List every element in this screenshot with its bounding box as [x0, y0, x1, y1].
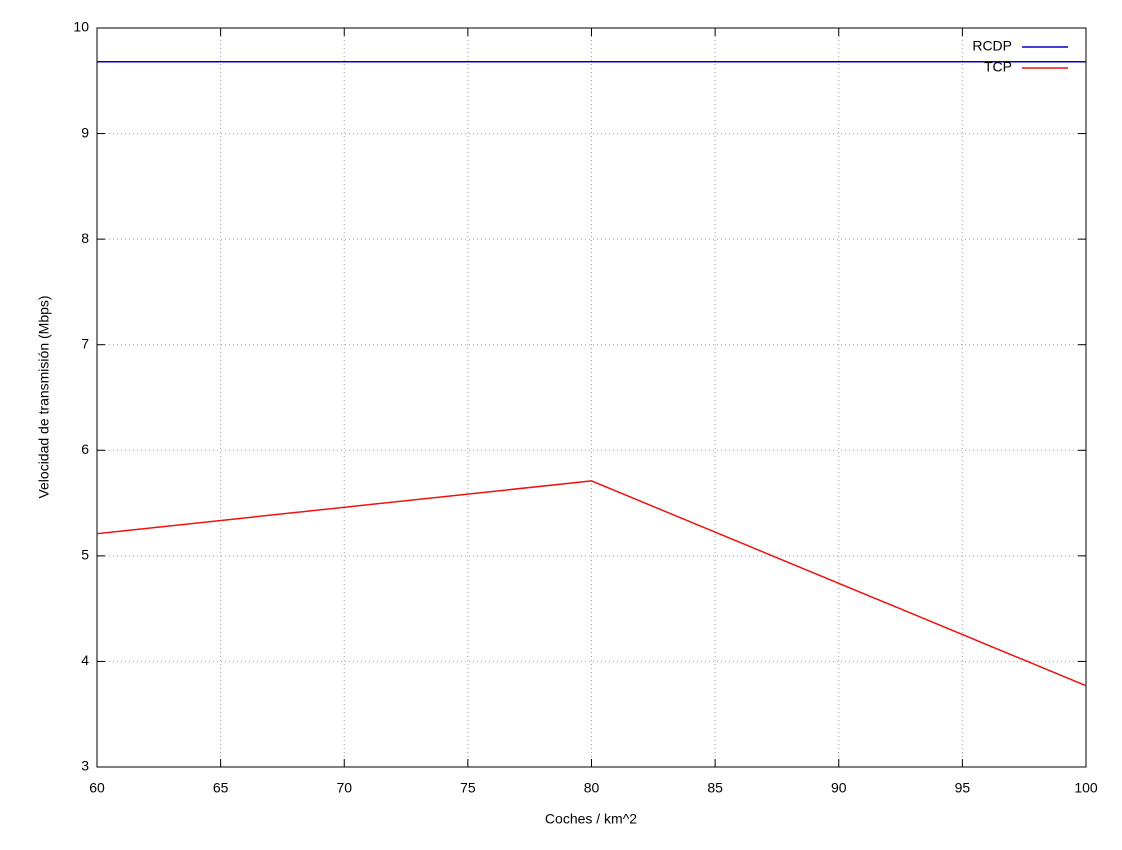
x-tick-label: 95	[955, 780, 971, 796]
y-tick-label: 3	[81, 758, 89, 774]
x-tick-label: 60	[89, 780, 105, 796]
x-tick-label: 90	[831, 780, 847, 796]
y-tick-label: 10	[73, 19, 89, 35]
legend-label: RCDP	[972, 38, 1012, 54]
y-tick-label: 6	[81, 441, 89, 457]
x-tick-label: 75	[460, 780, 476, 796]
x-tick-label: 70	[336, 780, 352, 796]
legend-label: TCP	[984, 59, 1012, 75]
y-tick-label: 8	[81, 230, 89, 246]
x-axis-label: Coches / km^2	[545, 811, 637, 827]
line	[96, 480, 1087, 687]
x-tick-label: 100	[1074, 780, 1098, 796]
y-axis-label: Velocidad de transmisión (Mbps)	[36, 295, 52, 498]
x-tick-label: 65	[213, 780, 229, 796]
y-tick-label: 7	[81, 335, 89, 351]
y-tick-label: 9	[81, 124, 89, 140]
x-tick-label: 80	[584, 780, 600, 796]
y-tick-label: 4	[81, 652, 89, 668]
y-tick-label: 5	[81, 547, 89, 563]
x-tick-label: 85	[707, 780, 723, 796]
plot-frame	[96, 27, 1087, 768]
